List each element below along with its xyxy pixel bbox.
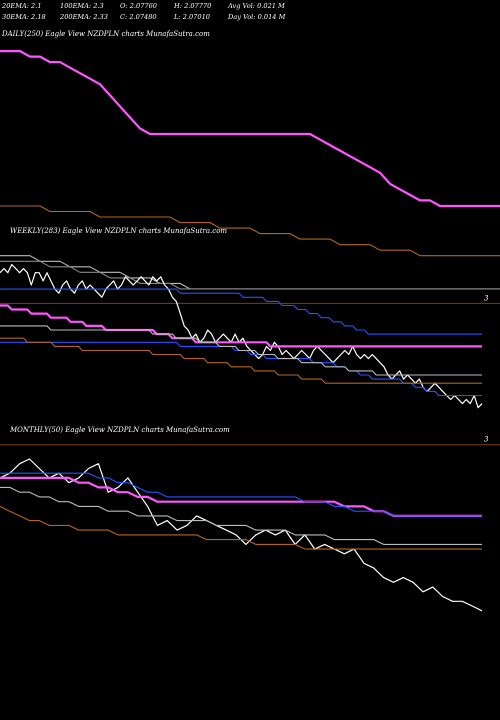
monthly-panel-title: MONTHLY(50) Eagle View NZDPLN charts Mun… <box>9 426 230 434</box>
daily-ema-gray-2-line <box>0 260 500 290</box>
monthly-ema-orange-line <box>0 505 482 550</box>
weekly-marker-label: 3 <box>484 294 489 302</box>
daily-panel: DAILY(250) Eagle View NZDPLN charts Muna… <box>0 30 500 290</box>
daily-panel-title: DAILY(250) Eagle View NZDPLN charts Muna… <box>1 30 210 38</box>
daily-ema-gray-line <box>0 255 500 290</box>
close-label: C: 2.07480 <box>120 13 157 21</box>
weekly-price-line <box>0 263 483 409</box>
monthly-price-line <box>0 458 483 612</box>
ema20-label: 20EMA: 2.1 <box>1 2 42 10</box>
day-vol-label: Day Vol: 0.014 M <box>227 13 286 21</box>
monthly-ema-blue-line <box>0 472 482 517</box>
weekly-ema-orange-line <box>0 337 482 384</box>
weekly-ema-gray-line <box>0 325 482 376</box>
avg-vol-label: Avg Vol: 0.021 M <box>227 2 285 10</box>
monthly-marker-label: 3 <box>484 436 489 444</box>
weekly-panel: WEEKLY(283) Eagle View NZDPLN charts Mun… <box>0 227 500 409</box>
daily-ema-magenta-line <box>0 49 500 208</box>
weekly-ema-magenta-line <box>0 304 482 348</box>
daily-ema-orange-line <box>0 205 500 257</box>
indicator-header: 20EMA: 2.1 100EMA: 2.3 O: 2.07760 H: 2.0… <box>1 2 286 21</box>
monthly-panel: MONTHLY(50) Eagle View NZDPLN charts Mun… <box>0 426 500 612</box>
ema200-label: 200EMA: 2.33 <box>59 13 108 21</box>
ema30-label: 30EMA: 2.18 <box>2 13 46 21</box>
open-label: O: 2.07760 <box>120 2 157 10</box>
weekly-panel-title: WEEKLY(283) Eagle View NZDPLN charts Mun… <box>10 227 227 235</box>
daily-series-group <box>0 49 500 290</box>
low-label: L: 2.07010 <box>173 13 210 21</box>
monthly-series-group <box>0 458 483 612</box>
high-label: H: 2.07770 <box>173 2 211 10</box>
ema100-label: 100EMA: 2.3 <box>60 2 104 10</box>
weekly-series-group <box>0 263 483 409</box>
weekly-ema-blue-upper-line <box>0 288 482 335</box>
monthly-ema-gray-line <box>0 486 482 545</box>
